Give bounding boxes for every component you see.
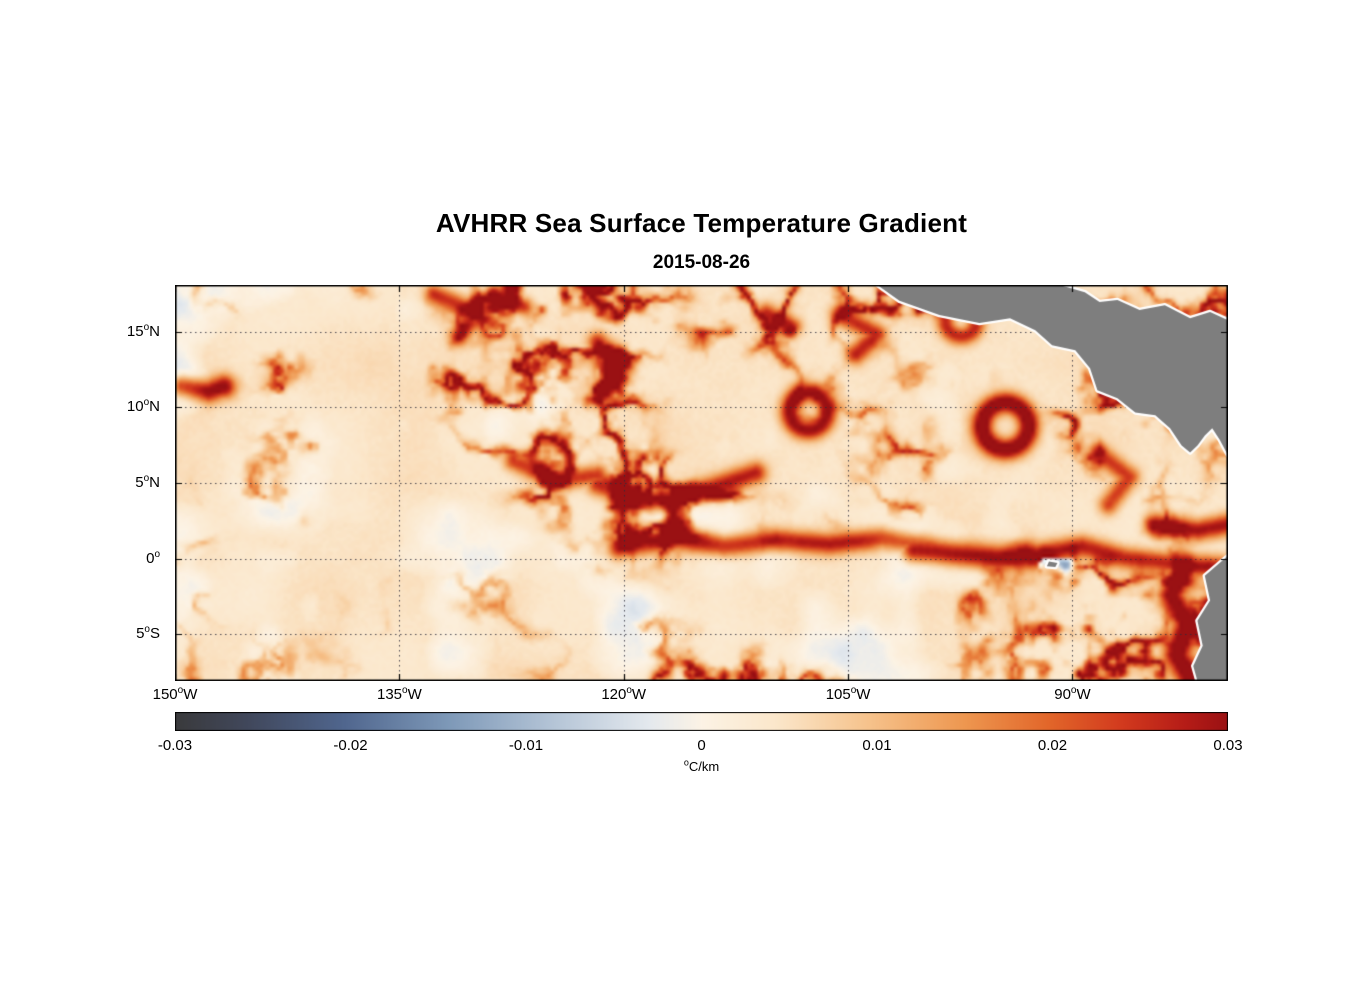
- x-tick-label-150W: 150oW: [152, 685, 198, 704]
- colorbar-tick-labels: -0.03 -0.02 -0.01 0 0.01 0.02 0.03: [158, 737, 1243, 757]
- y-tick-label-0: 0o: [146, 548, 160, 567]
- y-tick-label-5S: 5oS: [136, 624, 160, 643]
- colorbar-canvas: [175, 712, 1228, 731]
- colorbar-tick-0.03: 0.03: [1213, 737, 1243, 754]
- colorbar-tick--0.02: -0.02: [333, 737, 368, 754]
- figure-date: 2015-08-26: [652, 252, 751, 273]
- colorbar-tick--0.01: -0.01: [508, 737, 544, 754]
- y-tick-label-15N: 15oN: [126, 322, 160, 341]
- colorbar-tick-0.01: 0.01: [862, 737, 892, 754]
- x-axis-tick-labels: 150oW 135oW 120oW 105oW 90oW: [153, 684, 1228, 708]
- degree-symbol: o: [683, 757, 689, 768]
- y-axis-tick-labels: 15oN 10oN 5oN 0o 5oS: [0, 285, 167, 681]
- sst-gradient-map-canvas: [175, 285, 1228, 681]
- colorbar-units-label: oC/km: [175, 757, 1228, 774]
- colorbar-tick-0.02: 0.02: [1037, 737, 1068, 754]
- units-text: C/km: [688, 759, 720, 774]
- x-tick-label-120W: 120oW: [601, 685, 647, 704]
- y-tick-label-5N: 5oN: [135, 473, 160, 492]
- y-tick-label-10N: 10oN: [126, 397, 160, 416]
- x-tick-label-90W: 90oW: [1054, 685, 1091, 704]
- colorbar-tick-0: 0: [697, 737, 706, 754]
- figure-title: AVHRR Sea Surface Temperature Gradient: [435, 208, 968, 238]
- colorbar-tick--0.03: -0.03: [157, 737, 193, 754]
- x-tick-label-105W: 105oW: [825, 685, 871, 704]
- x-tick-label-135W: 135oW: [376, 685, 422, 704]
